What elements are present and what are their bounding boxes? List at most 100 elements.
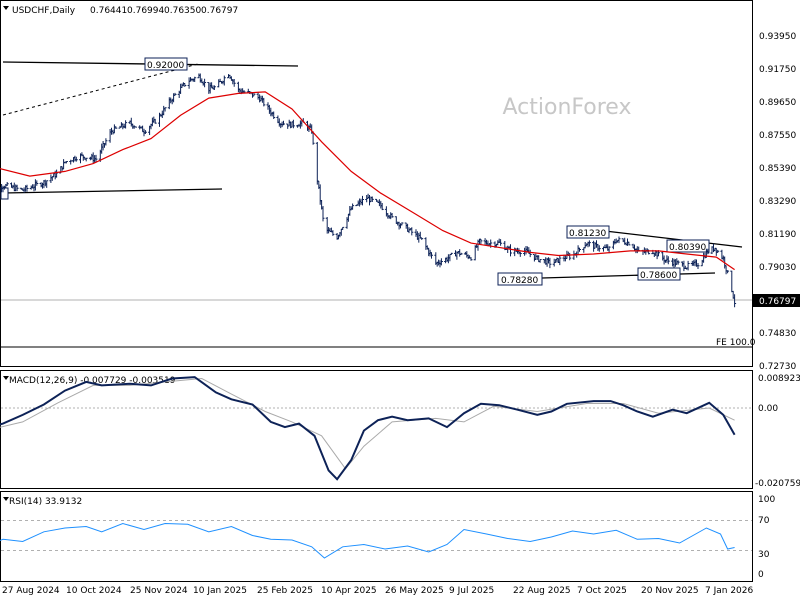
collapse-arrow-icon[interactable]	[3, 6, 9, 10]
ohlc-bar	[315, 142, 319, 185]
ohlc-bar	[163, 107, 167, 112]
ohlc-bar	[15, 184, 19, 192]
time-tick: 10 Jan 2025	[193, 586, 247, 596]
ohlc-bar	[153, 118, 157, 124]
macd-signal-line	[0, 377, 735, 470]
level-label-081230: 0.81230	[569, 229, 606, 239]
watermark: ActionForex	[503, 95, 632, 120]
ohlc-bar	[578, 247, 581, 252]
rsi-axis-100: 100	[758, 495, 775, 505]
pane-frames	[0, 0, 753, 582]
ohlc-bar	[548, 257, 552, 269]
trendline-range-top	[604, 230, 743, 248]
ohlc-bar	[509, 244, 512, 257]
ohlc-bar	[35, 180, 39, 186]
time-axis: 27 Aug 2024 10 Oct 2024 25 Nov 2024 10 J…	[2, 586, 753, 596]
level-box-078280	[497, 272, 543, 286]
ohlc-bar	[479, 238, 483, 245]
trendline-support	[2, 188, 223, 194]
ohlc-bar	[400, 222, 404, 226]
macd-axis-min: -0.020759	[755, 479, 800, 489]
time-tick: 20 Nov 2025	[641, 586, 699, 596]
symbol-label: USDCHF,Daily	[12, 6, 76, 16]
ohlc-bar	[351, 203, 355, 210]
level-label-078600: 0.78600	[640, 271, 677, 281]
ohlc-bar	[676, 260, 680, 265]
header-low: 0.76350	[164, 6, 201, 16]
price-pane-frame	[0, 0, 753, 367]
level-box-081230	[566, 225, 610, 239]
price-header: USDCHF,Daily 0.76441 0.76994 0.76350 0.7…	[3, 6, 238, 16]
price-tick: 0.72730	[759, 362, 796, 372]
ohlc-bar	[143, 130, 147, 134]
ohlc-bar	[252, 93, 256, 97]
ohlc-bar	[5, 182, 9, 186]
header-open: 0.76441	[90, 6, 127, 16]
ohlc-bar	[232, 79, 236, 87]
moving-average-line	[0, 91, 735, 271]
price-tick: 0.74830	[759, 329, 796, 339]
price-tick: 0.85390	[759, 164, 796, 174]
price-tick: 0.91750	[759, 65, 796, 75]
ohlc-bar	[173, 92, 177, 96]
time-tick: 7 Oct 2025	[577, 586, 627, 596]
header-close: 0.76797	[201, 6, 238, 16]
rsi-line	[0, 522, 735, 559]
ohlc-bar	[331, 230, 335, 236]
level-box-080390	[666, 239, 710, 253]
ohlc-bar	[538, 259, 542, 263]
time-tick: 25 Feb 2025	[257, 586, 313, 596]
price-axis: 0.93950 0.91750 0.89650 0.87550 0.85390 …	[753, 32, 800, 372]
collapse-arrow-icon[interactable]	[3, 497, 9, 501]
ohlc-bar	[74, 156, 78, 162]
ohlc-bar	[469, 257, 473, 261]
ohlc-bar	[45, 180, 49, 188]
level-label-092000: 0.92000	[147, 61, 184, 71]
ohlc-bars	[0, 73, 737, 308]
rsi-axis-0: 0	[758, 570, 764, 580]
ohlc-bar	[730, 270, 734, 293]
collapse-arrow-icon[interactable]	[3, 376, 9, 380]
ohlc-bar	[449, 252, 453, 255]
time-tick: 10 Apr 2025	[321, 586, 377, 596]
ohlc-bar	[64, 161, 68, 164]
ohlc-bar	[134, 126, 137, 128]
ohlc-bar	[104, 138, 108, 146]
rsi-axis-70: 70	[758, 516, 770, 526]
time-tick: 25 Nov 2024	[130, 586, 188, 596]
ohlc-bar	[666, 256, 670, 265]
ohlc-bar	[430, 252, 433, 259]
fe-100-label: FE 100.0	[716, 338, 756, 348]
ohlc-bar	[558, 255, 562, 266]
trendline-range-bottom	[541, 272, 716, 279]
ohlc-bar	[291, 119, 295, 129]
price-tick: 0.93950	[759, 32, 796, 42]
current-price-tag	[753, 294, 800, 307]
price-tick: 0.83290	[759, 197, 796, 207]
time-tick: 9 Jul 2025	[449, 586, 494, 596]
ohlc-bar	[282, 120, 285, 126]
rsi-pane-frame	[0, 491, 753, 582]
level-box-092000	[144, 57, 188, 71]
ohlc-bar	[25, 184, 29, 192]
ohlc-bar	[410, 227, 414, 236]
macd-axis-max: 0.008923	[758, 374, 800, 384]
ohlc-bar	[361, 195, 364, 206]
time-tick: 26 May 2025	[385, 586, 444, 596]
ohlc-bar	[94, 154, 98, 163]
ohlc-bar	[706, 248, 710, 255]
price-tick: 0.87550	[759, 131, 796, 141]
ohlc-bar	[686, 260, 690, 271]
ohlc-bar	[272, 111, 276, 119]
ohlc-bar	[716, 249, 720, 253]
rsi-pane: RSI(14) 33.9132 100 70 30 0	[0, 495, 775, 580]
current-price-label: 0.76797	[759, 297, 796, 307]
macd-label: MACD(12,26,9) -0.007729 -0.003519	[9, 376, 176, 386]
ohlc-bar	[597, 245, 601, 252]
ohlc-bar	[370, 196, 374, 202]
price-tick: 0.89650	[759, 98, 796, 108]
ohlc-bar	[341, 226, 345, 230]
ohlc-bar	[193, 76, 197, 82]
ohlc-bar	[84, 157, 88, 162]
